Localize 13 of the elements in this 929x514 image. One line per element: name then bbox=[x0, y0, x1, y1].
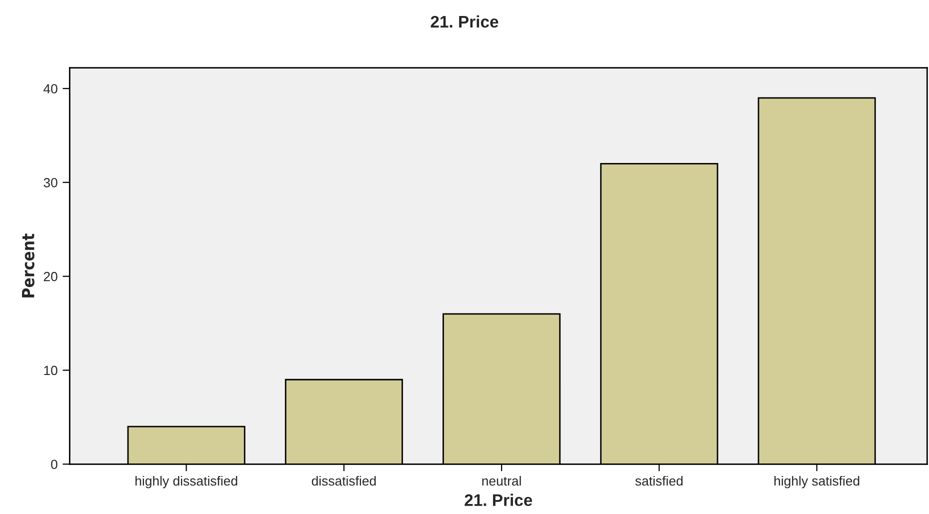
y-tick-label: 0 bbox=[51, 460, 58, 470]
x-tick-label: highly dissatisfied bbox=[136, 476, 238, 488]
y-tick-label: 30 bbox=[44, 178, 58, 188]
y-axis-title: Percent bbox=[22, 234, 34, 298]
x-axis-title: 21. Price bbox=[464, 494, 532, 506]
y-tick-label: 40 bbox=[44, 84, 58, 94]
x-tick-label: satisfied bbox=[635, 476, 683, 486]
chart-title: 21. Price bbox=[430, 15, 498, 28]
x-tick-label: dissatisfied bbox=[312, 476, 376, 486]
x-tick-label: neutral bbox=[482, 476, 521, 486]
x-tick-label: highly satisfied bbox=[774, 476, 860, 488]
y-tick-label: 20 bbox=[44, 272, 58, 282]
y-tick-label: 10 bbox=[44, 366, 58, 376]
